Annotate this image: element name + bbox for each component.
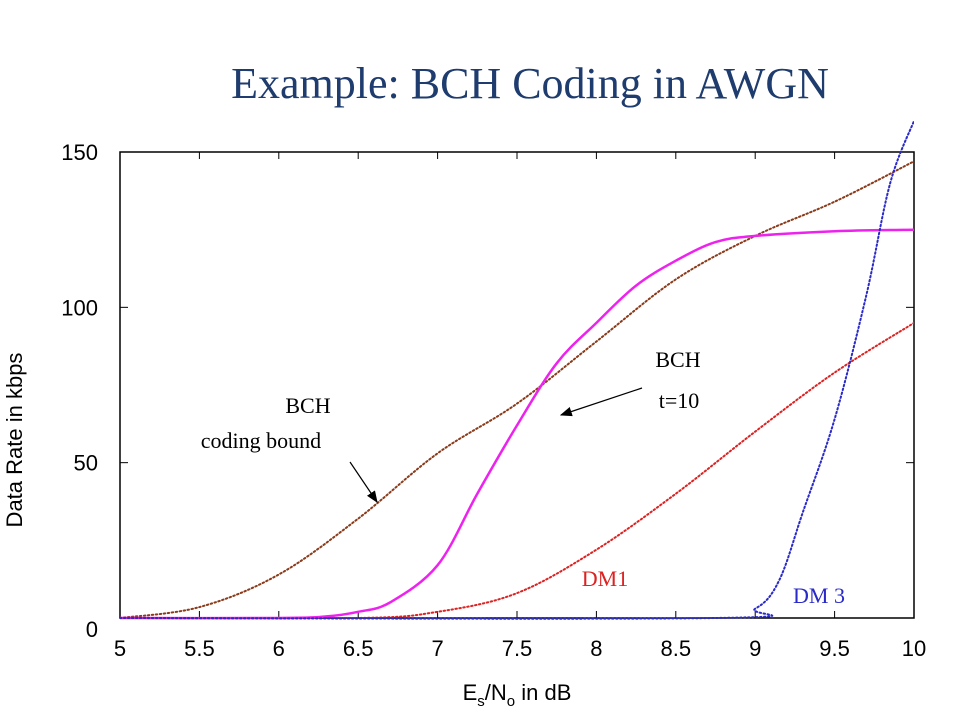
annotation-bch-t10-line1: BCH [655,347,700,372]
series-group [120,119,914,620]
annotation-bch-bound-arrow [349,461,378,503]
x-tick-label: 7 [431,636,443,661]
y-tick-label: 100 [61,295,98,320]
y-tick-label: 50 [74,451,98,476]
x-tick-label: 6 [273,636,285,661]
annotation-bch-t10-arrow [559,387,643,417]
annotation-bch-bound-line1: BCH [285,393,330,418]
series-line-bch-t-10 [120,228,914,620]
annotation-bch-bound-line2: coding bound [201,428,321,453]
x-tick-label: 6.5 [343,636,374,661]
slide-title: Example: BCH Coding in AWGN [231,59,829,108]
plot-frame [119,151,915,619]
x-tick-label: 5.5 [184,636,215,661]
x-tick-label: 9.5 [819,636,850,661]
x-tick-label: 7.5 [502,636,533,661]
x-tick-label: 8 [590,636,602,661]
x-axis-label: Es/No in dB [463,680,572,710]
annotation-bch-t10-line2: t=10 [659,388,700,413]
series-line-dm-3 [120,119,914,620]
series-line-bch-coding-bound [120,160,914,619]
y-tick-label: 0 [86,617,98,642]
x-tick-label: 8.5 [661,636,692,661]
series-line-dm1 [120,321,914,620]
annotation-dm3: DM 3 [793,583,845,608]
x-tick-label: 9 [749,636,761,661]
y-tick-labels: 0 50 100 150 [61,140,98,642]
y-axis-label: Data Rate in kbps [2,353,27,528]
x-tick-labels: 5 5.5 6 6.5 7 7.5 8 8.5 9 9.5 10 [114,636,926,661]
x-tick-label: 10 [902,636,926,661]
y-tick-label: 150 [61,140,98,165]
axis-ticks [119,151,915,619]
annotation-dm1: DM1 [582,566,628,591]
x-tick-label: 5 [114,636,126,661]
